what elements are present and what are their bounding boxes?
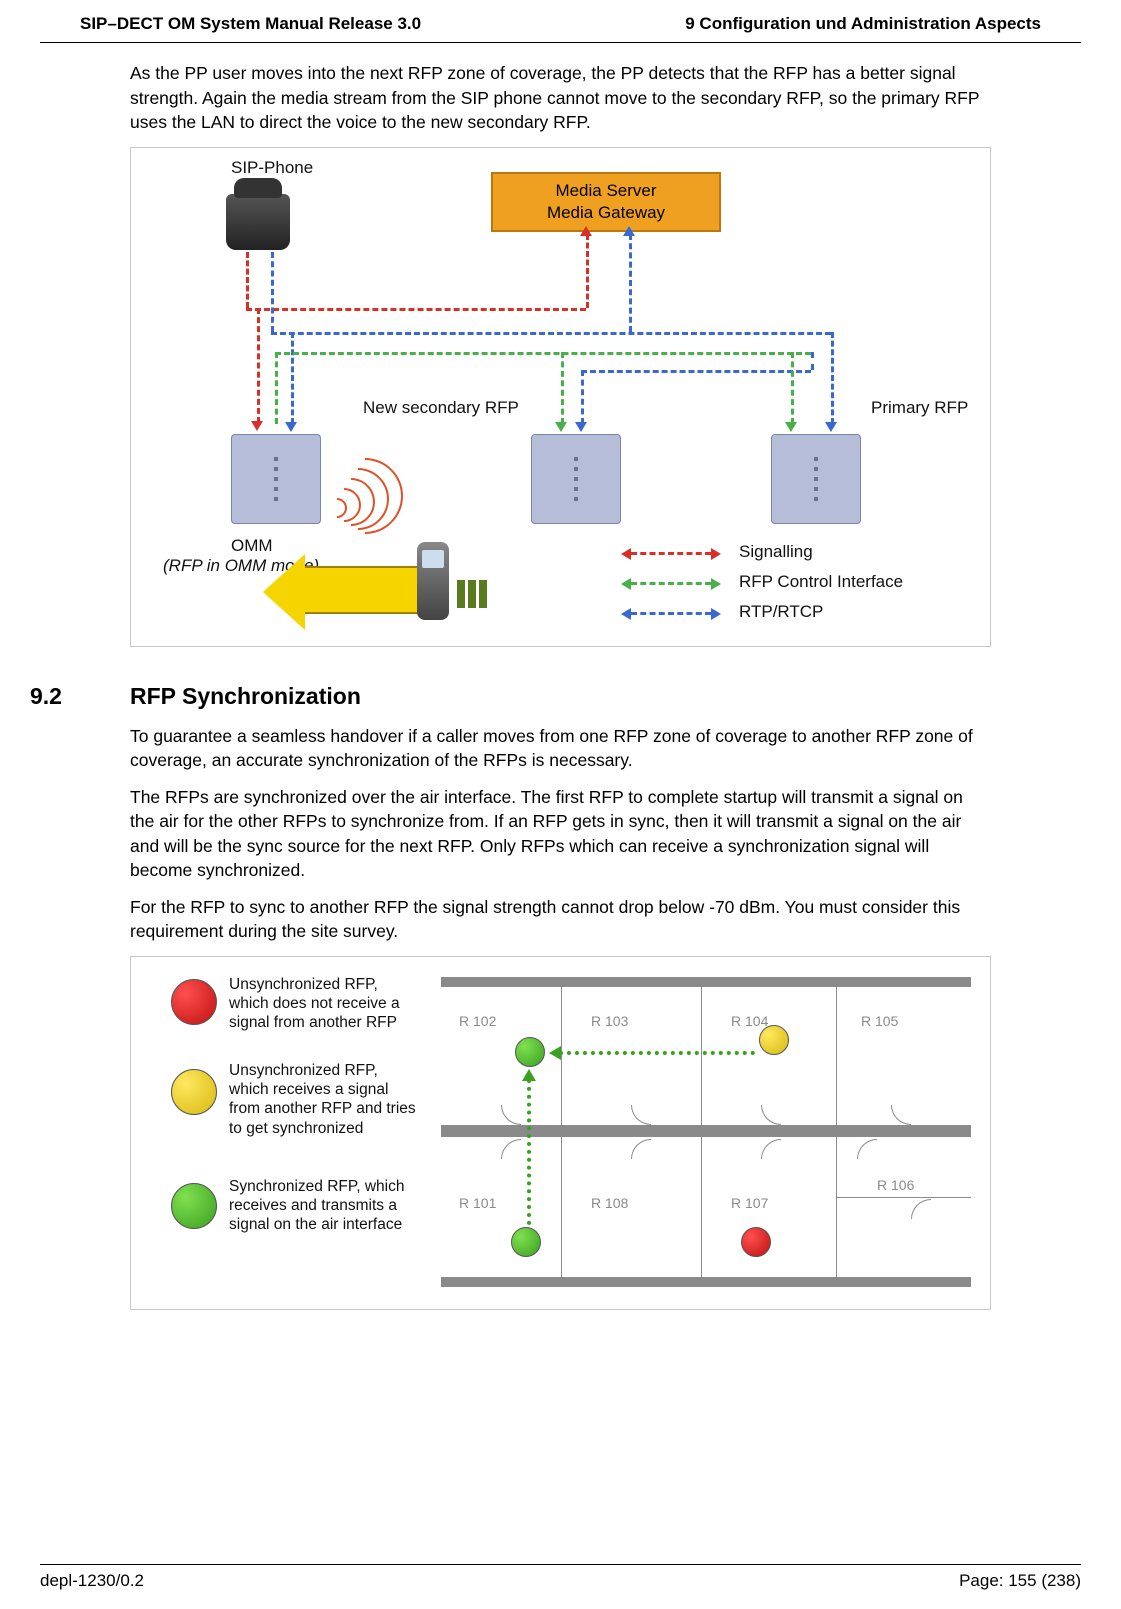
- media-server-line2: Media Gateway: [493, 202, 719, 224]
- rfp-omm-box: [231, 434, 321, 524]
- arrow-green-icon: [555, 422, 567, 432]
- sync-arrowhead-icon: [549, 1046, 561, 1060]
- rfp-green: [511, 1227, 541, 1257]
- rfp-primary-box: [771, 434, 861, 524]
- line-blue: [629, 234, 632, 332]
- rfp-green: [515, 1037, 545, 1067]
- rfp-new-secondary-box: [531, 434, 621, 524]
- line-blue: [811, 352, 814, 370]
- legend-signalling-label: Signalling: [739, 542, 813, 562]
- footer-left: depl-1230/0.2: [40, 1571, 144, 1591]
- sync-link: [527, 1079, 531, 1225]
- sync-link: [559, 1051, 755, 1055]
- signal-bars-icon: [457, 580, 490, 608]
- room-label: R 105: [861, 1013, 898, 1029]
- line-blue: [581, 370, 584, 424]
- legend-red-text: Unsynchronized RFP, which does not recei…: [229, 975, 419, 1033]
- new-secondary-label: New secondary RFP: [363, 398, 519, 418]
- intro-paragraph: As the PP user moves into the next RFP z…: [130, 61, 991, 135]
- line-green: [275, 352, 811, 355]
- media-server-line1: Media Server: [493, 180, 719, 202]
- page-content: As the PP user moves into the next RFP z…: [0, 43, 1121, 1310]
- handset-icon: [417, 542, 449, 620]
- room-label: R 103: [591, 1013, 628, 1029]
- header-left: SIP–DECT OM System Manual Release 3.0: [80, 14, 421, 34]
- line-blue: [291, 332, 294, 424]
- arrow-green-icon: [785, 422, 797, 432]
- arrow-red-icon: [580, 226, 592, 236]
- header-right: 9 Configuration und Administration Aspec…: [685, 14, 1041, 34]
- room-label: R 102: [459, 1013, 496, 1029]
- legend-green-circle: [171, 1183, 217, 1229]
- sip-phone-icon: [226, 194, 290, 250]
- arrow-blue-icon: [575, 422, 587, 432]
- sync-arrowhead-icon: [522, 1069, 536, 1081]
- sync-para-2: The RFPs are synchronized over the air i…: [130, 785, 991, 883]
- legend-control-label: RFP Control Interface: [739, 572, 903, 592]
- arrow-blue-icon: [623, 226, 635, 236]
- rfp-red: [741, 1227, 771, 1257]
- omm-label-1: OMM: [231, 536, 273, 556]
- primary-label: Primary RFP: [871, 398, 968, 418]
- section-title: RFP Synchronization: [130, 683, 361, 710]
- arrow-blue-icon: [285, 422, 297, 432]
- line-green: [561, 352, 564, 424]
- legend-yellow-text: Unsynchronized RFP, which receives a sig…: [229, 1061, 419, 1139]
- sync-para-1: To guarantee a seamless handover if a ca…: [130, 724, 991, 773]
- line-green: [275, 352, 278, 424]
- footer-right: Page: 155 (238): [959, 1571, 1081, 1591]
- sync-para-3: For the RFP to sync to another RFP the s…: [130, 895, 991, 944]
- media-server-box: Media Server Media Gateway: [491, 172, 721, 232]
- floorplan: R 102 R 103 R 104 R 105 R 101 R 108 R 10…: [441, 977, 971, 1287]
- legend-yellow-circle: [171, 1069, 217, 1115]
- figure-handover: SIP-Phone Media Server Media Gateway: [130, 147, 991, 647]
- line-red: [586, 234, 589, 308]
- rfp-yellow: [759, 1025, 789, 1055]
- line-red: [257, 308, 260, 423]
- legend-rtp-label: RTP/RTCP: [739, 602, 823, 622]
- legend-control-arrow: [631, 582, 711, 585]
- room-label: R 104: [731, 1013, 768, 1029]
- legend-signalling-arrow: [631, 552, 711, 555]
- line-red: [246, 308, 586, 311]
- room-label: R 101: [459, 1195, 496, 1211]
- line-green: [791, 352, 794, 424]
- room-label: R 106: [877, 1177, 914, 1193]
- page-footer: depl-1230/0.2 Page: 155 (238): [40, 1564, 1081, 1591]
- movement-arrow-icon: [301, 566, 431, 614]
- line-blue: [271, 332, 831, 335]
- page-header: SIP–DECT OM System Manual Release 3.0 9 …: [40, 0, 1081, 43]
- legend-red-circle: [171, 979, 217, 1025]
- sip-phone-label: SIP-Phone: [231, 158, 313, 178]
- figure-sync: Unsynchronized RFP, which does not recei…: [130, 956, 991, 1310]
- legend-rtp-arrow: [631, 612, 711, 615]
- section-number: 9.2: [30, 683, 130, 710]
- line-blue: [581, 370, 811, 373]
- arrow-red-icon: [251, 421, 263, 431]
- arrow-blue-icon: [825, 422, 837, 432]
- line-blue: [831, 332, 834, 424]
- section-heading: 9.2 RFP Synchronization: [30, 683, 991, 710]
- line-red: [246, 252, 249, 308]
- room-label: R 108: [591, 1195, 628, 1211]
- room-label: R 107: [731, 1195, 768, 1211]
- legend-green-text: Synchronized RFP, which receives and tra…: [229, 1177, 419, 1235]
- line-blue: [271, 252, 274, 332]
